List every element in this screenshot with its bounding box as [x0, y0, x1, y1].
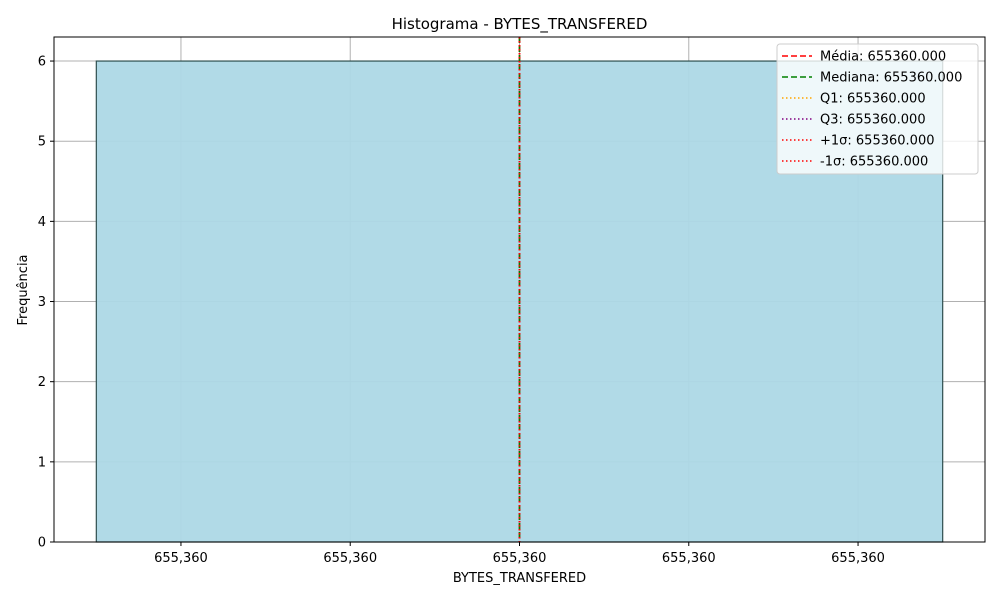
legend-label: Q1: 655360.000	[820, 92, 926, 107]
legend-label: Média: 655360.000	[820, 50, 946, 65]
x-tick-label: 655,360	[493, 551, 547, 566]
chart-title: Histograma - BYTES_TRANSFERED	[392, 15, 648, 34]
y-tick-label: 4	[38, 215, 46, 230]
legend: Média: 655360.000 Mediana: 655360.000 Q1: …	[776, 43, 979, 175]
x-tick-label: 655,360	[831, 551, 885, 566]
y-axis: 0 1 2 3 4 5 6	[38, 55, 54, 551]
y-tick-label: 0	[38, 536, 46, 551]
y-axis-label: Frequência	[16, 254, 31, 325]
x-axis-label: BYTES_TRANSFERED	[453, 571, 586, 586]
legend-box	[776, 43, 979, 175]
x-tick-label: 655,360	[323, 551, 377, 566]
x-tick-label: 655,360	[154, 551, 208, 566]
x-tick-label: 655,360	[662, 551, 716, 566]
y-tick-label: 2	[38, 375, 46, 390]
legend-label: -1σ: 655360.000	[820, 155, 928, 170]
legend-label: Mediana: 655360.000	[820, 71, 962, 86]
y-tick-label: 1	[38, 455, 46, 470]
y-tick-label: 5	[38, 135, 46, 150]
y-tick-label: 6	[38, 55, 46, 70]
legend-label: Q3: 655360.000	[820, 113, 926, 128]
legend-label: +1σ: 655360.000	[820, 134, 935, 149]
x-axis: 655,360 655,360 655,360 655,360 655,360	[154, 542, 885, 566]
y-tick-label: 3	[38, 295, 46, 310]
